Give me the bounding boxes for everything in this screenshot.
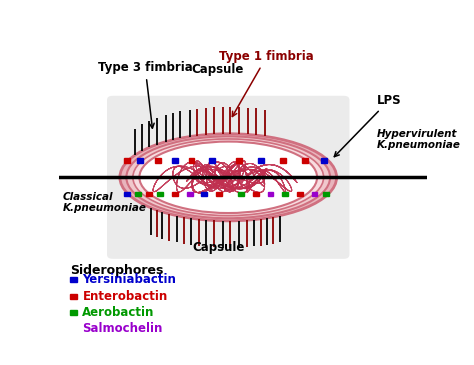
Bar — [124, 192, 130, 196]
Bar — [253, 192, 259, 196]
Bar — [311, 192, 318, 196]
Ellipse shape — [139, 142, 317, 213]
Bar — [201, 192, 207, 196]
Bar — [282, 192, 288, 196]
Text: Aerobactin: Aerobactin — [82, 306, 155, 319]
Bar — [323, 192, 328, 196]
Bar — [172, 192, 178, 196]
Text: Yersiniabactin: Yersiniabactin — [82, 273, 176, 287]
Bar — [155, 158, 161, 163]
Text: Type 1 fimbria: Type 1 fimbria — [219, 50, 314, 116]
Text: Capsule: Capsule — [193, 241, 245, 254]
Text: Type 3 fimbria: Type 3 fimbria — [98, 61, 192, 128]
Bar — [187, 192, 192, 196]
Bar — [238, 192, 244, 196]
Bar — [267, 192, 273, 196]
Bar — [70, 310, 77, 315]
Bar — [146, 192, 152, 196]
Bar — [237, 158, 242, 163]
Bar — [258, 158, 264, 163]
Bar — [70, 326, 77, 331]
Text: Siderophores: Siderophores — [70, 264, 164, 277]
Ellipse shape — [133, 139, 324, 216]
Bar — [70, 294, 77, 299]
Bar — [302, 158, 308, 163]
Text: Hypervirulent
K.pneumoniae: Hypervirulent K.pneumoniae — [377, 128, 461, 150]
Bar — [209, 158, 215, 163]
Bar — [70, 277, 77, 283]
Bar — [135, 192, 141, 196]
Bar — [124, 158, 130, 163]
Bar — [137, 158, 143, 163]
FancyBboxPatch shape — [107, 96, 349, 259]
Bar — [297, 192, 303, 196]
Ellipse shape — [120, 134, 337, 221]
Bar — [189, 158, 194, 163]
Text: LPS: LPS — [334, 93, 401, 157]
Bar — [216, 192, 222, 196]
Bar — [321, 158, 327, 163]
Text: Classical
K.pneumoniae: Classical K.pneumoniae — [63, 192, 147, 214]
Ellipse shape — [127, 137, 330, 218]
Bar — [172, 158, 178, 163]
Bar — [157, 192, 163, 196]
Text: Enterobactin: Enterobactin — [82, 290, 168, 303]
Text: Salmochelin: Salmochelin — [82, 322, 163, 335]
Bar — [281, 158, 286, 163]
Text: Capsule: Capsule — [191, 62, 243, 76]
